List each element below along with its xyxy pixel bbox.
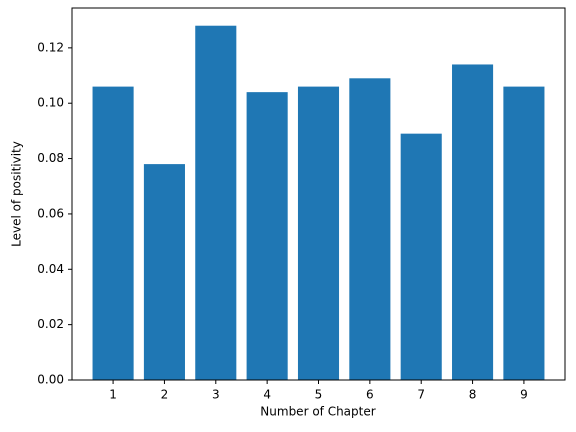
y-tick-label: 0.10 (37, 96, 64, 110)
bar (452, 64, 494, 380)
y-tick-label: 0.00 (37, 373, 64, 387)
y-tick-label: 0.12 (37, 40, 64, 54)
bar (195, 25, 237, 380)
y-tick-label: 0.04 (37, 262, 64, 276)
bar (297, 86, 340, 380)
bar (92, 86, 134, 380)
x-tick-label: 1 (109, 388, 117, 402)
x-tick-label: 9 (520, 388, 528, 402)
bar (143, 164, 185, 380)
x-tick-label: 5 (315, 388, 323, 402)
x-tick-label: 7 (417, 388, 425, 402)
x-tick-label: 4 (263, 388, 271, 402)
x-axis-label: Number of Chapter (260, 405, 375, 419)
x-tick-label: 2 (161, 388, 169, 402)
y-axis-label: Level of positivity (10, 141, 24, 247)
y-tick-label: 0.08 (37, 151, 64, 165)
plot-frame (71, 7, 566, 381)
bar (349, 78, 391, 380)
x-tick-label: 6 (366, 388, 374, 402)
x-tick-label: 3 (212, 388, 220, 402)
bar (400, 133, 442, 380)
y-tick-label: 0.02 (37, 317, 64, 331)
x-tick-label: 8 (469, 388, 477, 402)
y-tick-label: 0.06 (37, 206, 64, 220)
bar (246, 92, 288, 381)
bar (503, 86, 545, 380)
